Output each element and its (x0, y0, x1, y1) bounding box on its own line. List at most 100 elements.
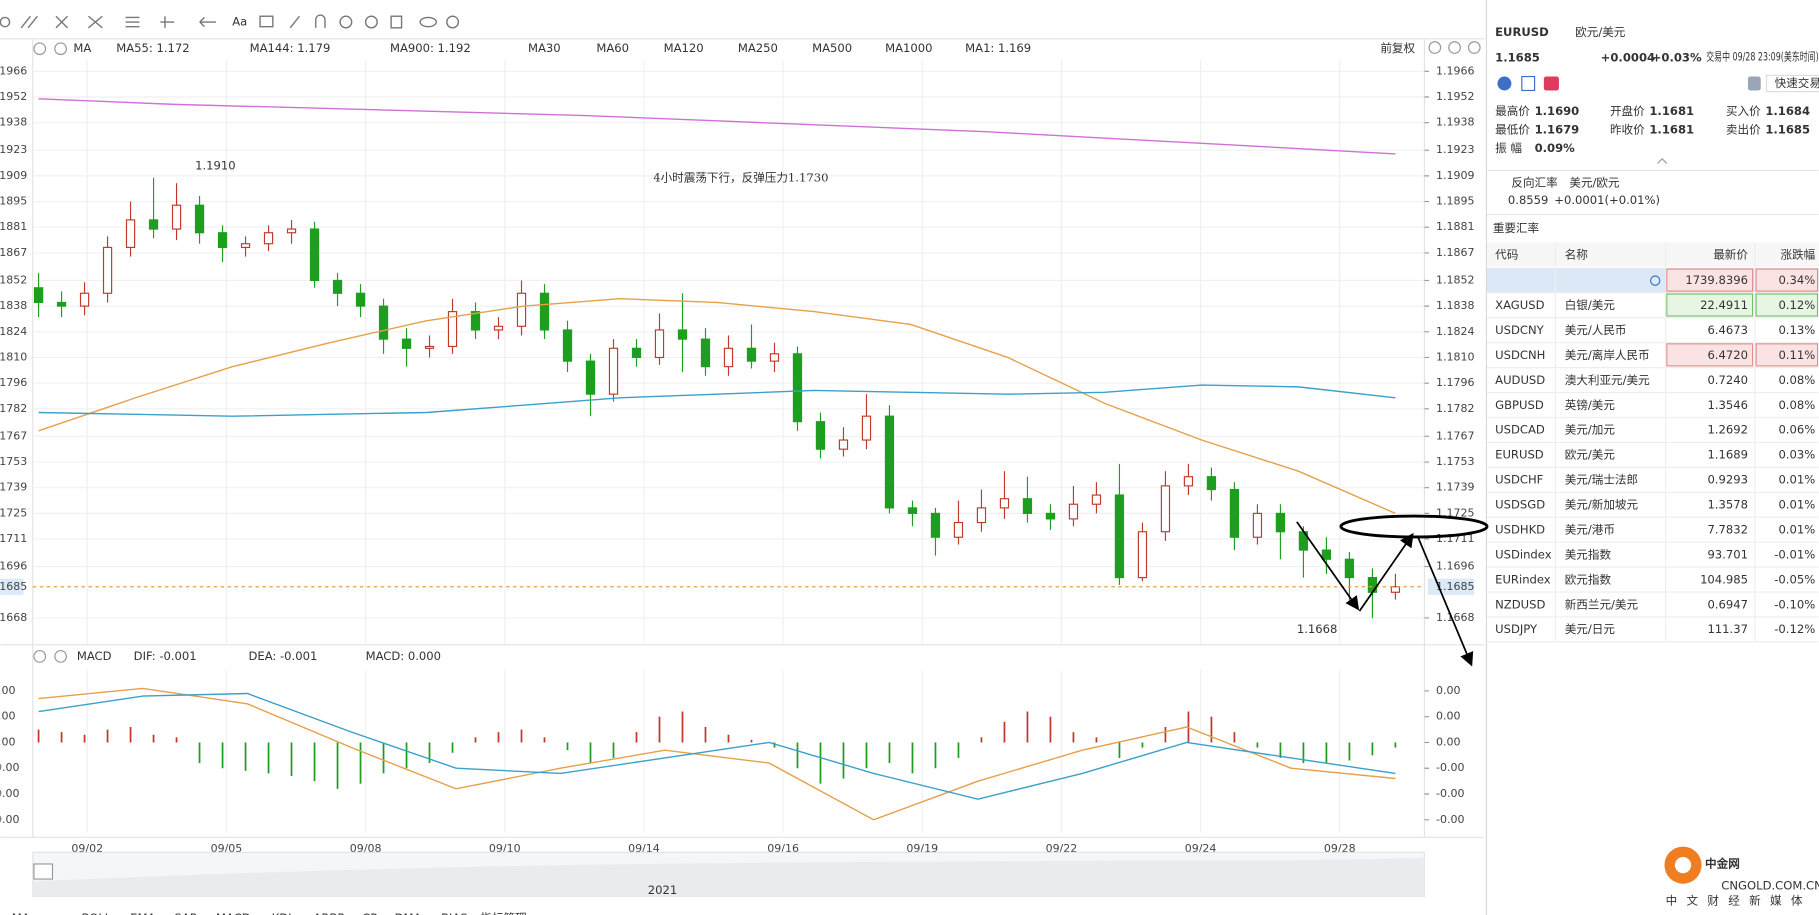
bottom-tab[interactable]: BIAS (441, 911, 468, 915)
price: 0.6947 (1707, 597, 1748, 611)
y-tick-label-left: 1.1867 (0, 246, 27, 259)
bottom-tab[interactable]: KDJ (272, 911, 292, 915)
bottom-tab[interactable]: EMA (130, 911, 155, 915)
code[interactable]: USDHKD (1495, 522, 1545, 536)
price: 6.4720 (1707, 348, 1748, 362)
tool-icon[interactable] (0, 16, 11, 28)
icon[interactable] (1543, 76, 1559, 91)
stat-value: 1.1679 (1535, 122, 1580, 136)
price: 7.7832 (1707, 522, 1748, 536)
code[interactable]: USDindex (1495, 547, 1552, 561)
tool-icon[interactable] (419, 16, 438, 28)
x-tick-label: 09/02 (71, 842, 103, 855)
y-tick-label-left: 1.1852 (0, 273, 27, 286)
pct: 0.13% (1778, 323, 1815, 337)
y-tick-label-left: 1.1767 (0, 429, 27, 442)
bottom-tab[interactable]: 指标管理 (480, 911, 527, 915)
tool-icon[interactable] (315, 14, 326, 28)
change: +0.0004 (1601, 50, 1655, 64)
bottom-tab[interactable]: SAR (174, 911, 198, 915)
y-tick-label-left: 1.1711 (0, 532, 27, 545)
adjust-toggle[interactable]: 前复权 (1380, 41, 1415, 55)
code[interactable]: USDSGD (1495, 498, 1545, 512)
code[interactable]: GBPUSD (1495, 398, 1544, 412)
toolbar: Aa (0, 14, 1485, 663)
bottom-tab[interactable]: ARBR (313, 911, 345, 915)
y-tick-label: 1.1668 (1436, 611, 1475, 624)
column-header: 涨跌幅 (1780, 248, 1815, 262)
y-tick-label: 0.00 (1436, 710, 1460, 723)
tool-icon[interactable] (199, 16, 217, 28)
bottom-tab[interactable]: MACD (216, 911, 251, 915)
tool-icon[interactable] (364, 15, 378, 29)
navigator-area (32, 858, 1425, 897)
tool-icon[interactable] (339, 15, 353, 29)
candle-body (240, 243, 251, 248)
code[interactable]: EURUSD (1495, 448, 1544, 462)
candle-body (148, 219, 159, 230)
tool-icon[interactable] (259, 15, 274, 28)
price: 0.9293 (1707, 473, 1748, 487)
code[interactable]: USDCNY (1495, 323, 1544, 337)
candle-body (930, 512, 941, 538)
y-tick-label: 1.1852 (1436, 273, 1475, 286)
tool-icon[interactable] (125, 16, 140, 28)
bottom-tab[interactable]: CR (362, 911, 378, 915)
quick-trade[interactable] (1765, 74, 1819, 93)
candle-body (424, 345, 435, 349)
candle-body (1344, 558, 1355, 579)
stat-value: 1.1685 (1765, 122, 1810, 136)
y-tick-label-left: 1.1696 (0, 560, 27, 573)
code[interactable]: USDCHF (1495, 473, 1543, 487)
icon[interactable] (1747, 76, 1761, 91)
candle-body (631, 347, 642, 359)
tool-icon[interactable] (55, 15, 69, 29)
y-tick-label: 1.1952 (1436, 90, 1475, 103)
navigator-handle[interactable] (33, 863, 54, 880)
bottom-tab[interactable]: BOLL (81, 911, 111, 915)
candle-body (401, 338, 412, 349)
code[interactable]: USDCAD (1495, 423, 1545, 437)
legend-entry: MA1: 1.169 (965, 41, 1031, 55)
column-header: 名称 (1565, 248, 1589, 262)
tool-icon[interactable] (390, 15, 403, 29)
code[interactable]: AUDUSD (1495, 373, 1545, 387)
pct: 0.11% (1778, 348, 1815, 362)
tool-icon[interactable] (160, 16, 175, 28)
pct: -0.12% (1774, 622, 1815, 636)
code[interactable]: USDJPY (1495, 622, 1538, 636)
tool-icon[interactable] (446, 15, 460, 29)
y-tick-label: 1.1838 (1436, 299, 1475, 312)
name: 新西兰元/美元 (1565, 597, 1639, 611)
tool-icon[interactable] (20, 15, 38, 29)
candle-body (562, 329, 573, 362)
tool-icon[interactable] (289, 15, 301, 29)
candle-body (1022, 498, 1033, 514)
candle-body (976, 507, 987, 524)
stat-label: 昨收价 (1610, 122, 1645, 136)
y-tick-label-left: 1.1782 (0, 402, 27, 415)
icon[interactable] (1497, 76, 1512, 91)
y-tick-label: 1.1739 (1436, 481, 1475, 494)
y-tick-label-left: -0.00 (0, 761, 19, 774)
table-header (1487, 242, 1819, 267)
pct: -0.01% (1774, 547, 1815, 561)
candle-body (769, 353, 780, 362)
row-icon[interactable] (1649, 275, 1661, 286)
code[interactable]: EURindex (1495, 572, 1551, 586)
code[interactable]: NZDUSD (1495, 597, 1545, 611)
collapse[interactable] (1657, 158, 1668, 164)
candle-body (746, 347, 757, 362)
stat-value: 1.1681 (1649, 104, 1694, 118)
logo-site: CNGOLD.COM.CN (1721, 879, 1819, 893)
x-tick-label: 09/14 (628, 842, 660, 855)
price: 1.2692 (1707, 423, 1748, 437)
icon[interactable] (1521, 75, 1536, 92)
code[interactable]: XAGUSD (1495, 298, 1544, 312)
bottom-tab[interactable]: DMA (395, 911, 422, 915)
code[interactable]: USDCNH (1495, 348, 1545, 362)
bottom-tab[interactable]: MA (12, 911, 30, 915)
tool-icon[interactable]: Aa (232, 15, 247, 29)
candle-body (194, 204, 205, 234)
tool-icon[interactable] (87, 15, 103, 29)
